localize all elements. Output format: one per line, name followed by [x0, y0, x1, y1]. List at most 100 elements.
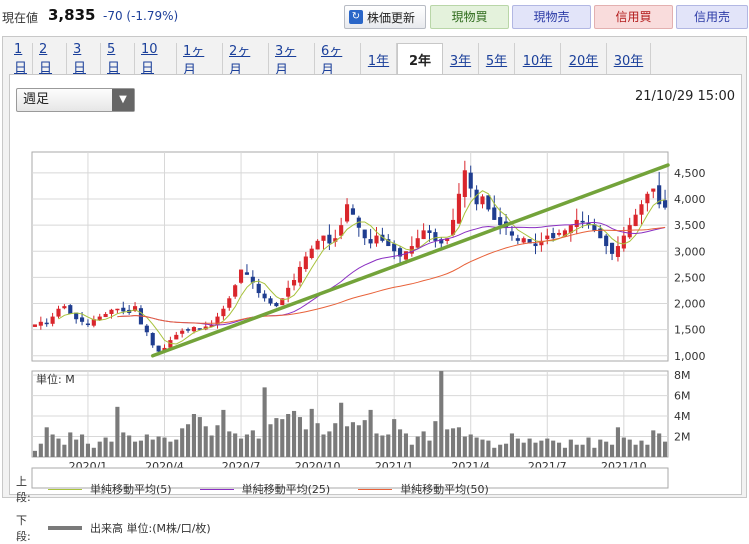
- candle-body: [368, 239, 373, 244]
- candle-body: [303, 256, 308, 270]
- candle-body: [386, 239, 391, 247]
- candle-body: [621, 235, 626, 249]
- candle-body: [268, 298, 273, 304]
- volume-bar: [633, 444, 638, 457]
- volume-tick-label: 8M: [674, 369, 691, 382]
- spot-buy-button[interactable]: 現物買: [430, 5, 509, 29]
- volume-bar: [121, 432, 126, 457]
- candle-body: [539, 240, 544, 246]
- candle-body: [580, 220, 585, 223]
- period-tab[interactable]: 6ヶ月: [315, 43, 361, 78]
- period-tab[interactable]: 5年: [479, 43, 515, 75]
- ma5-swatch: [48, 488, 82, 490]
- volume-bar: [238, 438, 244, 457]
- period-tab[interactable]: 20年: [561, 43, 607, 75]
- candle-body: [592, 224, 597, 231]
- chart-body: 週足 ▼ 21/10/29 15:00 1,000 1,500 2,000 2,500…: [9, 74, 742, 543]
- candle-body: [221, 308, 226, 317]
- period-tab[interactable]: 10日: [135, 42, 177, 76]
- candle-body: [297, 266, 303, 283]
- quote-bar: 現在値 3,835 -70 (-1.79%) ↻ 株価更新 現物買 現物売 信用…: [0, 0, 749, 36]
- candle-body: [545, 235, 550, 240]
- legend-lower: 下段: 出来高 単位:(M株/口/枚): [10, 512, 743, 544]
- candle-body: [421, 230, 426, 240]
- candle-body: [91, 319, 96, 326]
- volume-bar: [474, 437, 479, 457]
- legend-ma50-label: 単純移動平均(50): [400, 483, 489, 496]
- candle-body: [527, 239, 532, 244]
- candle-body: [121, 307, 126, 312]
- candle-body: [32, 324, 38, 327]
- candle-body: [568, 225, 573, 234]
- volume-bar: [598, 439, 603, 457]
- candle-body: [62, 306, 67, 309]
- candle-body: [350, 208, 356, 215]
- candle-body: [439, 239, 444, 244]
- candle-body: [492, 207, 497, 220]
- volume-bar: [356, 425, 361, 457]
- candle-body: [392, 243, 397, 252]
- candle-body: [627, 225, 632, 238]
- volume-bar: [415, 436, 420, 457]
- price-tick-label: 3,500: [674, 219, 706, 232]
- chart-timestamp: 21/10/29 15:00: [635, 89, 735, 104]
- period-tab[interactable]: 1ヶ月: [177, 43, 223, 78]
- volume-bar: [56, 438, 61, 457]
- candle-body: [657, 185, 662, 205]
- volume-tick-label: 6M: [674, 390, 691, 403]
- period-tab[interactable]: 1年: [361, 43, 397, 75]
- volume-bar: [333, 423, 338, 457]
- volume-swatch: [48, 526, 82, 530]
- volume-bar: [256, 438, 261, 457]
- period-tab[interactable]: 2日: [33, 42, 67, 76]
- candle-body: [56, 308, 61, 317]
- volume-bar: [339, 402, 344, 457]
- candle-body: [339, 225, 344, 236]
- period-tab[interactable]: 2年: [397, 43, 443, 75]
- candle-body: [380, 234, 385, 241]
- period-tab[interactable]: 5日: [101, 42, 135, 76]
- margin-sell-button[interactable]: 信用売: [676, 5, 748, 29]
- stock-chart: 1,000 1,500 2,000 2,500 3,000 3,500 4,000 4,500…: [31, 151, 706, 489]
- period-tab[interactable]: 10年: [515, 43, 561, 75]
- volume-bar: [562, 447, 568, 457]
- volume-bar: [38, 443, 43, 457]
- interval-select[interactable]: 週足 ▼: [16, 88, 135, 112]
- volume-bar: [574, 444, 579, 457]
- margin-buy-button[interactable]: 信用買: [594, 5, 673, 29]
- volume-bar: [433, 421, 438, 457]
- candle-body: [109, 309, 114, 314]
- period-tab[interactable]: 1日: [9, 42, 33, 76]
- volume-bar: [203, 426, 208, 457]
- period-tab[interactable]: 3ヶ月: [269, 43, 315, 78]
- period-tab[interactable]: 30年: [607, 43, 651, 75]
- candle-body: [103, 313, 108, 318]
- candle-body: [374, 235, 379, 244]
- volume-bar: [156, 436, 161, 457]
- candle-body: [38, 321, 43, 326]
- legend-volume-label: 出来高 単位:(M株/口/枚): [90, 522, 211, 535]
- volume-tick-label: 4M: [674, 410, 691, 423]
- volume-bar: [85, 443, 91, 457]
- volume-bar: [50, 434, 55, 457]
- volume-bar: [103, 437, 108, 457]
- volume-bar: [227, 431, 232, 457]
- volume-bar: [539, 440, 544, 457]
- period-tab[interactable]: 3日: [67, 42, 101, 76]
- spot-sell-button[interactable]: 現物売: [512, 5, 591, 29]
- volume-bar: [480, 439, 485, 457]
- price-change: -70 (-1.79%): [103, 9, 179, 23]
- period-tab[interactable]: 2ヶ月: [223, 43, 269, 78]
- candle-body: [327, 234, 332, 244]
- candle-body: [427, 230, 432, 233]
- period-tab[interactable]: 3年: [443, 43, 479, 75]
- candle-body: [85, 323, 91, 326]
- price-tick-label: 3,000: [674, 245, 706, 258]
- price-tick-label: 2,500: [674, 271, 706, 284]
- volume-bar: [545, 438, 550, 457]
- refresh-price-button[interactable]: ↻ 株価更新: [344, 5, 426, 29]
- volume-bar: [286, 414, 291, 457]
- volume-bar: [386, 434, 391, 457]
- volume-bar: [374, 433, 379, 457]
- candle-body: [486, 195, 491, 210]
